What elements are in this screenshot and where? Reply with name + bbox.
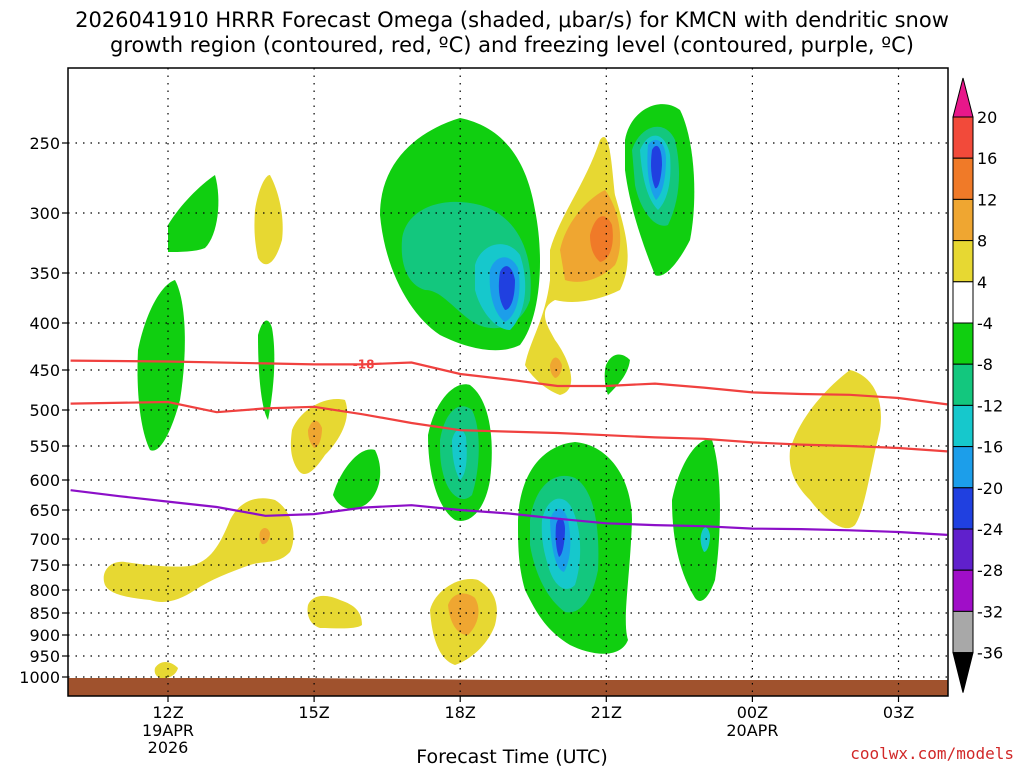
colorbar-label: -4 — [977, 314, 993, 333]
omega-shading — [68, 104, 948, 696]
contour-line-3 — [70, 489, 948, 536]
x-tick-label: 03Z — [883, 703, 914, 722]
omega-region-yellow — [103, 498, 294, 602]
x-tick-date: 20APR — [726, 721, 778, 740]
omega-region-gold — [259, 527, 270, 545]
omega-region-dark-blue — [498, 266, 515, 310]
colorbar-label: -24 — [977, 520, 1003, 539]
omega-region-cyan — [452, 429, 467, 480]
chart-title-line1: 2026041910 HRRR Forecast Omega (shaded, … — [75, 8, 949, 32]
omega-region-green — [258, 320, 275, 420]
plot-frame — [67, 67, 949, 697]
omega-region-green — [333, 449, 381, 509]
colorbar-label: 20 — [977, 108, 997, 127]
omega-region-yellow — [789, 370, 881, 529]
colorbar: 20 16 12 8 4 -4 -8 -12 -16 -20 -24 -28 -32 -36 — [952, 77, 1003, 693]
colorbar-swatch — [952, 198, 974, 242]
contour-label-minus18: -18 — [353, 357, 375, 371]
colorbar-top-arrow — [952, 77, 974, 118]
y-tick-label: 250 — [29, 134, 60, 153]
x-tick-label: 18Z — [445, 703, 476, 722]
colorbar-label: 4 — [977, 273, 987, 292]
omega-region-dark-blue — [651, 145, 662, 189]
y-tick-label: 500 — [29, 401, 60, 420]
omega-region-gold — [448, 593, 479, 635]
colorbar-label: -36 — [977, 644, 1003, 663]
y-tick-label: 350 — [29, 264, 60, 283]
chart-title-line2: growth region (contoured, red, ºC) and f… — [110, 33, 914, 57]
y-tick-label: 950 — [29, 647, 60, 666]
credit: coolwx.com/models — [850, 744, 1014, 763]
colorbar-label: -20 — [977, 479, 1003, 498]
colorbar-label: -16 — [977, 438, 1003, 457]
colorbar-swatch — [952, 446, 974, 489]
y-tick-label: 1000 — [19, 668, 60, 687]
y-tick-label: 900 — [29, 626, 60, 645]
y-tick-label: 450 — [29, 361, 60, 380]
x-tick-date: 19APR — [142, 721, 194, 740]
colorbar-swatch — [952, 240, 974, 283]
y-tick-label: 750 — [29, 556, 60, 575]
colorbar-label: -8 — [977, 355, 993, 374]
y-axis: 250 300 350 400 450 500 550 600 650 700 750 800 850 9… — [19, 134, 68, 687]
omega-region-gold — [550, 357, 562, 378]
colorbar-label: 12 — [977, 190, 997, 209]
omega-region-orange — [590, 216, 613, 262]
omega-region-yellow — [307, 595, 362, 629]
colorbar-label: 16 — [977, 149, 997, 168]
x-tick-label: 00Z — [737, 703, 768, 722]
y-tick-label: 800 — [29, 581, 60, 600]
omega-region-yellow — [154, 662, 178, 679]
omega-region-cyan — [700, 527, 710, 552]
y-tick-label: 550 — [29, 437, 60, 456]
y-tick-label: 700 — [29, 530, 60, 549]
contour-line-1 — [70, 359, 948, 406]
terrain — [68, 678, 948, 696]
colorbar-swatch — [952, 404, 974, 448]
colorbar-swatch — [952, 116, 974, 159]
omega-region-green — [168, 175, 219, 252]
colorbar-bottom-arrow — [952, 652, 974, 693]
colorbar-swatch — [952, 363, 974, 406]
colorbar-label: 8 — [977, 232, 987, 251]
colorbar-swatch — [952, 157, 974, 200]
omega-region-yellow — [254, 175, 283, 265]
x-tick-label: 21Z — [591, 703, 622, 722]
y-tick-label: 400 — [29, 314, 60, 333]
colorbar-swatch — [952, 569, 974, 612]
colorbar-swatch — [952, 281, 974, 324]
colorbar-label: -32 — [977, 602, 1003, 621]
colorbar-swatch — [952, 528, 974, 571]
colorbar-swatch — [952, 322, 974, 365]
y-tick-label: 600 — [29, 471, 60, 490]
contours — [70, 359, 948, 536]
colorbar-label: -12 — [977, 396, 1003, 415]
x-tick-year: 2026 — [148, 738, 189, 757]
colorbar-swatch — [952, 610, 974, 654]
colorbar-label: -28 — [977, 561, 1003, 580]
x-tick-label: 12Z — [152, 703, 183, 722]
x-axis-label: Forecast Time (UTC) — [416, 746, 608, 768]
omega-region-dark-blue — [555, 517, 565, 557]
y-tick-label: 850 — [29, 604, 60, 623]
y-tick-label: 300 — [29, 204, 60, 223]
y-tick-label: 650 — [29, 501, 60, 520]
contour-line-2 — [70, 400, 948, 453]
x-tick-label: 15Z — [298, 703, 329, 722]
colorbar-swatch — [952, 487, 974, 530]
omega-region-gold — [308, 420, 322, 448]
